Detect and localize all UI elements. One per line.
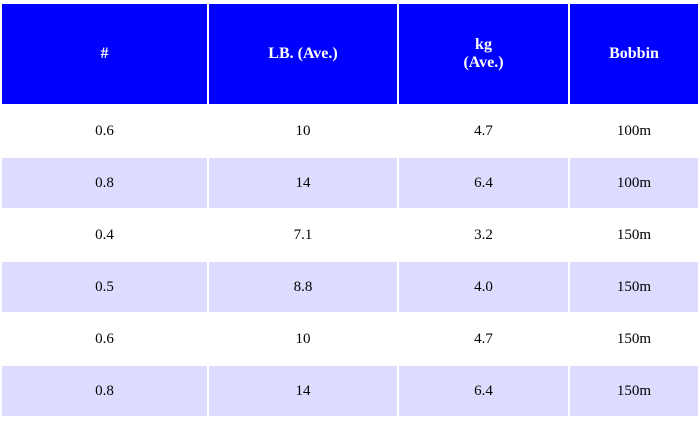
cell-bobbin: 100m [570,158,698,208]
cell-kg: 6.4 [399,158,568,208]
cell-kg: 3.2 [399,210,568,260]
cell-number: 0.4 [2,210,207,260]
table-row: 0.5 8.8 4.0 150m [2,262,698,312]
header-kg-line1: kg [475,36,492,53]
table-row: 0.4 7.1 3.2 150m [2,210,698,260]
header-bobbin: Bobbin [570,4,698,104]
cell-kg: 4.7 [399,314,568,364]
header-lb-ave: LB. (Ave.) [209,4,397,104]
cell-lb: 8.8 [209,262,397,312]
table-row: 0.8 14 6.4 150m [2,366,698,416]
header-kg-ave: kg (Ave.) [399,4,568,104]
cell-number: 0.8 [2,366,207,416]
cell-bobbin: 150m [570,262,698,312]
cell-lb: 14 [209,366,397,416]
cell-kg: 4.0 [399,262,568,312]
table-row: 0.6 10 4.7 150m [2,314,698,364]
table-row: 0.8 14 6.4 100m [2,158,698,208]
header-row: # LB. (Ave.) kg (Ave.) Bobbin [2,4,698,104]
cell-bobbin: 100m [570,106,698,156]
cell-number: 0.6 [2,314,207,364]
cell-kg: 6.4 [399,366,568,416]
header-number: # [2,4,207,104]
table-row: 0.6 10 4.7 100m [2,106,698,156]
cell-bobbin: 150m [570,366,698,416]
cell-lb: 7.1 [209,210,397,260]
header-kg-line2: (Ave.) [463,54,504,71]
cell-bobbin: 150m [570,210,698,260]
cell-number: 0.8 [2,158,207,208]
cell-lb: 10 [209,314,397,364]
cell-lb: 10 [209,106,397,156]
cell-number: 0.6 [2,106,207,156]
cell-kg: 4.7 [399,106,568,156]
cell-bobbin: 150m [570,314,698,364]
cell-number: 0.5 [2,262,207,312]
cell-lb: 14 [209,158,397,208]
